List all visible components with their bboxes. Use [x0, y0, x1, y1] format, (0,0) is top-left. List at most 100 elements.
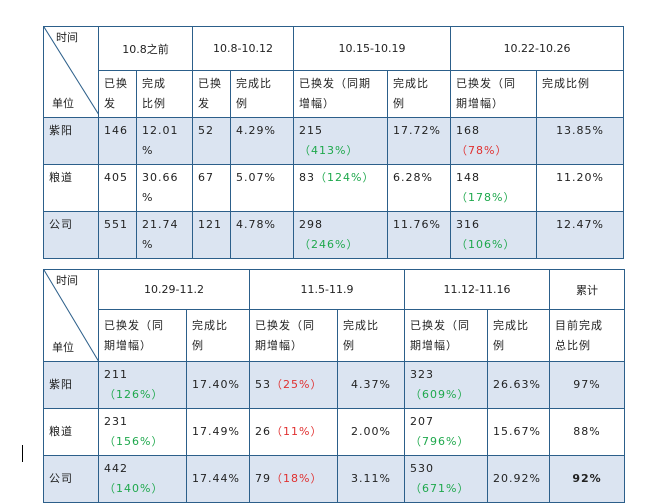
table-row: 粮道 405 30.66 % 67 5.07% 83（124%） 6.28% 148 （178%… [43, 164, 625, 212]
unit-cell: 紫阳 [43, 361, 99, 409]
subheader: 已换 发 [98, 70, 137, 118]
subheader: 完成比例 [536, 70, 625, 118]
growth-rate: （106%） [456, 238, 516, 251]
issued-growth-cell: 53（25%） [249, 361, 339, 409]
ratio-cell: 4.78% [229, 211, 295, 259]
ratio-cell-text: 11.76% [393, 218, 441, 231]
ratio-cell-text: 13.85% [556, 124, 605, 137]
ratio-cell: 6.28% [387, 164, 452, 212]
issued-count: 168 [456, 124, 481, 137]
growth-rate: （796%） [410, 435, 470, 448]
subheader: 完成比 例 [387, 70, 452, 118]
ratio-cell-text: 11.20% [556, 171, 605, 184]
unit-cell-text: 粮道 [49, 171, 73, 184]
diagonal-line [44, 27, 99, 115]
ratio-cell: 30.66 % [136, 164, 193, 212]
ratio-cell: 17.72% [387, 117, 452, 165]
issued-growth-cell: 211 （126%） [98, 361, 187, 409]
total-ratio-cell-text: 97% [573, 378, 601, 391]
header-time-label: 时间 [56, 31, 78, 44]
growth-rate: （11%） [271, 425, 323, 438]
subheader: 已换发（同 期增幅） [404, 309, 489, 362]
ratio-cell: 17.44% [185, 455, 251, 503]
text-cursor [22, 445, 23, 462]
issued-count: 79 [255, 472, 272, 485]
growth-rate: （78%） [456, 144, 508, 157]
issued-growth-cell: 26（11%） [249, 408, 339, 456]
unit-cell-text: 紫阳 [49, 378, 73, 391]
total-ratio-cell-text: 88% [573, 425, 601, 438]
issued-count: 211 [104, 368, 128, 381]
subheader: 完成比 例 [337, 309, 406, 362]
period-header: 11.12-11.16 [404, 269, 551, 310]
issued-growth-cell: 323 （609%） [404, 361, 489, 409]
issued-growth-cell: 79（18%） [249, 455, 339, 503]
ratio-cell: 2.00% [337, 408, 406, 456]
ratio-cell-text: 20.92% [493, 472, 541, 485]
table-row: 紫阳 211 （126%） 17.40% 53（25%） 4.37% 323 （609%） 26… [43, 361, 626, 409]
subheader: 完成比 例 [229, 70, 295, 118]
total-ratio-cell: 88% [549, 408, 626, 456]
diagonal-line [44, 270, 99, 362]
growth-rate: （413%） [299, 144, 359, 157]
table-row: 公司 551 21.74 % 121 4.78% 298 （246%） 11.76% 316 （1… [43, 211, 625, 259]
unit-cell: 公司 [43, 211, 99, 259]
growth-rate: （126%） [104, 388, 164, 401]
issued-cell-text: 405 [104, 171, 128, 184]
subheader: 完成比 例 [185, 309, 251, 362]
ratio-cell-text: 3.11% [351, 472, 391, 485]
subheader: 目前完成 总比例 [549, 309, 626, 362]
ratio-cell-text: 12.47% [556, 218, 605, 231]
issued-cell: 121 [192, 211, 231, 259]
header-unit-label: 单位 [52, 341, 74, 354]
issued-cell: 52 [192, 117, 231, 165]
subheader: 已换发（同 期增幅） [249, 309, 339, 362]
issued-count: 148 [456, 171, 481, 184]
issued-count: 530 [410, 462, 435, 475]
ratio-cell: 20.92% [487, 455, 551, 503]
subheader: 已换发（同 期增幅） [98, 309, 187, 362]
subheader: 已换 发 [192, 70, 231, 118]
ratio-cell: 11.76% [387, 211, 452, 259]
ratio-cell: 4.37% [337, 361, 406, 409]
header-diagonal-cell: 时间 单位 [43, 26, 99, 118]
issued-growth-cell: 207 （796%） [404, 408, 489, 456]
ratio-cell-text: 4.37% [351, 378, 391, 391]
total-ratio-cell-text: 92% [572, 472, 602, 485]
issued-growth-cell: 298 （246%） [293, 211, 389, 259]
ratio-cell: 12.47% [536, 211, 625, 259]
unit-cell: 粮道 [43, 408, 99, 456]
ratio-cell: 12.01 % [136, 117, 193, 165]
ratio-cell: 17.49% [185, 408, 251, 456]
growth-rate: （671%） [410, 482, 470, 495]
issued-growth-cell: 442 （140%） [98, 455, 187, 503]
total-ratio-cell: 92% [549, 455, 626, 503]
table-row: 紫阳 146 12.01 % 52 4.29% 215 （413%） 17.72% 168 （78… [43, 117, 625, 165]
growth-rate: （140%） [104, 482, 164, 495]
ratio-cell: 3.11% [337, 455, 406, 503]
table-row: 粮道 231 （156%） 17.49% 26（11%） 2.00% 207 （796%） 15… [43, 408, 626, 456]
issued-growth-cell: 215 （413%） [293, 117, 389, 165]
header-time-label: 时间 [56, 274, 78, 287]
issued-count: 298 [299, 218, 324, 231]
ratio-cell-text: 17.72% [393, 124, 441, 137]
ratio-cell: 4.29% [229, 117, 295, 165]
ratio-cell-text: 6.28% [393, 171, 433, 184]
unit-cell-text: 粮道 [49, 425, 73, 438]
unit-cell-text: 公司 [49, 218, 73, 231]
ratio-cell-text: 21.74 % [142, 218, 179, 251]
growth-rate: （156%） [104, 435, 164, 448]
subheader: 已换发（同期 增幅） [293, 70, 389, 118]
ratio-cell-text: 5.07% [236, 171, 276, 184]
unit-cell: 紫阳 [43, 117, 99, 165]
issued-cell-text: 121 [198, 218, 222, 231]
unit-cell-text: 紫阳 [49, 124, 73, 137]
growth-rate: （609%） [410, 388, 470, 401]
ratio-cell-text: 12.01 % [142, 124, 179, 157]
table-progress-oct: 时间 单位 10.8之前 10.8-10.12 10.15-10.19 10.2… [43, 26, 625, 259]
issued-cell: 405 [98, 164, 137, 212]
subheader: 完成 比例 [136, 70, 193, 118]
issued-count: 83 [299, 171, 316, 184]
issued-cell: 67 [192, 164, 231, 212]
period-header: 累计 [549, 269, 626, 310]
